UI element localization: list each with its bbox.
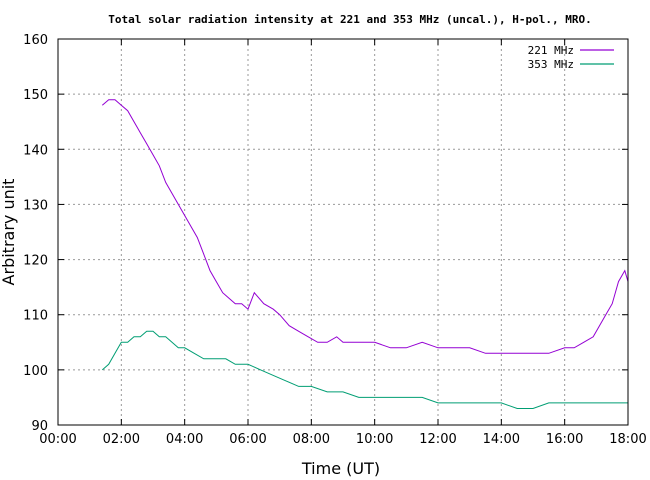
- x-tick-label: 06:00: [229, 432, 266, 447]
- plot-frame: [57, 38, 629, 426]
- x-tick-label: 08:00: [293, 432, 330, 447]
- y-axis-label: Arbitrary unit: [0, 179, 18, 286]
- x-tick-label: 16:00: [546, 432, 583, 447]
- y-tick-label: 140: [23, 143, 48, 158]
- x-tick-label: 18:00: [609, 432, 646, 447]
- x-tick-label: 10:00: [356, 432, 393, 447]
- legend-label: 221 MHz: [528, 44, 574, 57]
- x-tick-label: 12:00: [419, 432, 456, 447]
- y-tick-label: 100: [23, 364, 48, 379]
- y-tick-label: 90: [31, 419, 48, 434]
- series-353-mhz: [101, 330, 628, 409]
- y-tick-label: 130: [23, 198, 48, 213]
- series-layer: [101, 99, 629, 409]
- chart-title: Total solar radiation intensity at 221 a…: [108, 13, 591, 26]
- y-tick-label: 110: [23, 309, 48, 324]
- series-221-mhz: [101, 99, 629, 354]
- series-line: [101, 330, 628, 409]
- axis-ticks: 00:00 02:00 04:00 06:00 08:00 10:00 12:00 14:00…: [23, 33, 647, 447]
- y-tick-label: 120: [23, 254, 48, 269]
- y-tick-label: 150: [23, 88, 48, 103]
- y-tick-label: 160: [23, 33, 48, 48]
- grid-lines: [58, 39, 628, 425]
- x-axis-label: Time (UT): [301, 459, 380, 478]
- x-tick-label: 02:00: [103, 432, 140, 447]
- x-tick-label: 04:00: [166, 432, 203, 447]
- legend-label: 353 MHz: [528, 58, 574, 71]
- series-line: [101, 99, 629, 354]
- x-tick-label: 14:00: [483, 432, 520, 447]
- x-tick-label: 00:00: [39, 432, 76, 447]
